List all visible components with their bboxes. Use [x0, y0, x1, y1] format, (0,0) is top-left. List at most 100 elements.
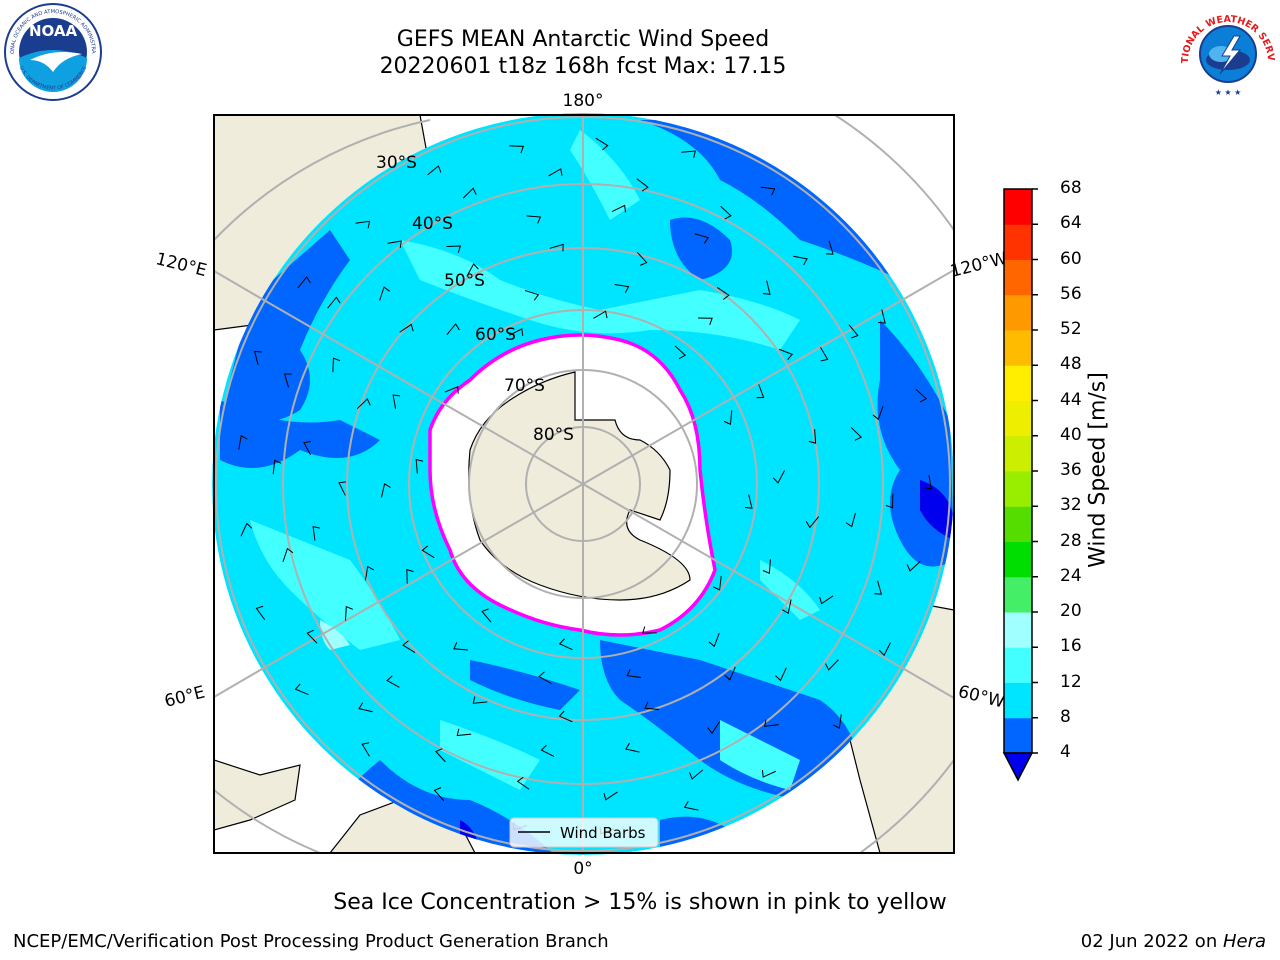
- colorbar-swatch: [1004, 224, 1032, 260]
- wind-barb: [850, 427, 863, 441]
- lon-label-180: 180°: [563, 91, 604, 111]
- wind-barb: [272, 459, 282, 475]
- wind-barb: [345, 605, 353, 621]
- wind-barb: [924, 474, 932, 490]
- lat-label-40s: 40°S: [412, 214, 453, 234]
- colorbar-swatch: [1004, 682, 1032, 719]
- wind-barb: [364, 565, 375, 581]
- colorbar-swatch: [1004, 259, 1032, 296]
- wind-barb: [558, 710, 573, 723]
- wind-4-8-region: [220, 230, 350, 424]
- legend: Wind Barbs: [509, 817, 659, 848]
- colorbar-tick-label: 52: [1060, 319, 1082, 339]
- colorbar-tick-label: 8: [1060, 706, 1071, 727]
- colorbar-tick-label: 36: [1060, 460, 1082, 480]
- wind-barb: [707, 721, 721, 735]
- wind-barb: [283, 373, 292, 388]
- lon-label-60e: 60°E: [163, 683, 207, 712]
- wind-barb: [294, 683, 309, 696]
- footer-credit: NCEP/EMC/Verification Post Processing Pr…: [13, 931, 609, 952]
- colorbar-tick-label: 48: [1060, 354, 1082, 375]
- wind-barb: [595, 137, 609, 151]
- wind-barb: [674, 345, 687, 360]
- wind-barb: [820, 347, 829, 362]
- wind-barb: [240, 522, 253, 537]
- colorbar-swatch: [1004, 400, 1032, 437]
- colorbar-tick-label: 12: [1060, 671, 1082, 692]
- colorbar-tick-label: 24: [1060, 565, 1082, 586]
- colorbar-tick-label: 40: [1060, 424, 1082, 445]
- wind-barb: [392, 394, 401, 409]
- wind-barb: [614, 284, 630, 294]
- wind-barb: [878, 309, 886, 324]
- colorbar-tick-label: 44: [1060, 389, 1082, 410]
- wind-barb: [885, 493, 894, 509]
- wind-4-8-region: [470, 660, 580, 710]
- wind-barb: [636, 178, 649, 192]
- wind-barb: [793, 255, 808, 266]
- wind-barb: [713, 575, 722, 591]
- colorbar-tick-label: 32: [1060, 495, 1082, 516]
- wind-12-16-region: [250, 520, 400, 650]
- wind-barb: [878, 642, 891, 657]
- colorbar-swatch: [1004, 612, 1032, 648]
- wind-barb: [355, 220, 371, 229]
- wind-barb: [312, 526, 321, 541]
- sea-ice-caption: Sea Ice Concentration > 15% is shown in …: [333, 890, 947, 915]
- nws-stars: ★ ★ ★: [1215, 88, 1242, 97]
- wind-barb: [642, 626, 657, 634]
- nws-logo: NATIONAL WEATHER SERVICE ★ ★ ★: [1176, 2, 1276, 97]
- wind-barb: [708, 632, 720, 648]
- wind-barb: [872, 405, 884, 421]
- footer-date: 02 Jun 2022 on Hera: [1081, 931, 1266, 952]
- wind-barb: [472, 696, 488, 704]
- wind-barb: [415, 458, 424, 474]
- wind-barb: [538, 671, 552, 684]
- colorbar-tick-label: 64: [1060, 213, 1082, 234]
- lon-label-120w: 120°W: [948, 248, 1009, 281]
- wind-12-16-region: [570, 130, 640, 220]
- wind-barb: [761, 770, 777, 778]
- wind-barb: [744, 494, 753, 509]
- colorbar-swatch: [1004, 576, 1032, 613]
- wind-barb: [254, 350, 262, 366]
- noaa-logo-text: NOAA: [29, 22, 78, 40]
- lat-label-80s: 80°S: [533, 425, 574, 445]
- colorbar-swatch: [1004, 189, 1032, 225]
- graticule-outer: [214, 115, 954, 853]
- wind-barb: [756, 384, 765, 399]
- lon-label-0: 0°: [573, 859, 592, 879]
- wind-barb: [446, 245, 462, 253]
- wind-barb: [683, 800, 699, 811]
- wind-barb: [481, 608, 492, 623]
- wind-barb: [874, 580, 883, 595]
- lon-label-120e: 120°E: [154, 249, 209, 281]
- wind-barb: [906, 560, 921, 572]
- wind-barb: [603, 791, 618, 801]
- colorbar-tick-label: 60: [1060, 248, 1082, 269]
- lat-label-70s: 70°S: [504, 376, 545, 396]
- wind-barb: [698, 317, 713, 325]
- wind-barb: [453, 642, 468, 651]
- wind-barb: [356, 398, 371, 410]
- wind-barb: [361, 742, 370, 757]
- wind-4-8-region: [220, 400, 380, 468]
- wind-barb: [689, 769, 704, 780]
- wind-barb: [805, 516, 820, 529]
- wind-barb: [446, 323, 460, 336]
- noaa-logo: NOAA NATIONAL OCEANIC AND ATMOSPHERIC AD…: [2, 2, 102, 101]
- wind-barb: [435, 748, 446, 763]
- wind-barb: [427, 165, 442, 176]
- wind-barb: [306, 629, 318, 644]
- chart-title: GEFS MEAN Antarctic Wind Speed: [396, 27, 770, 52]
- wind-barb: [327, 296, 341, 309]
- colorbar-swatch: [1004, 647, 1032, 683]
- colorbar: [1002, 188, 1038, 782]
- wind-barb: [282, 547, 294, 563]
- colorbar-tick-label: 16: [1060, 636, 1082, 657]
- wind-12-16-region: [400, 240, 800, 350]
- wind-barb: [456, 728, 472, 737]
- wind-barb: [421, 545, 435, 559]
- wind-barb: [760, 186, 776, 196]
- lat-label-30s: 30°S: [376, 153, 417, 173]
